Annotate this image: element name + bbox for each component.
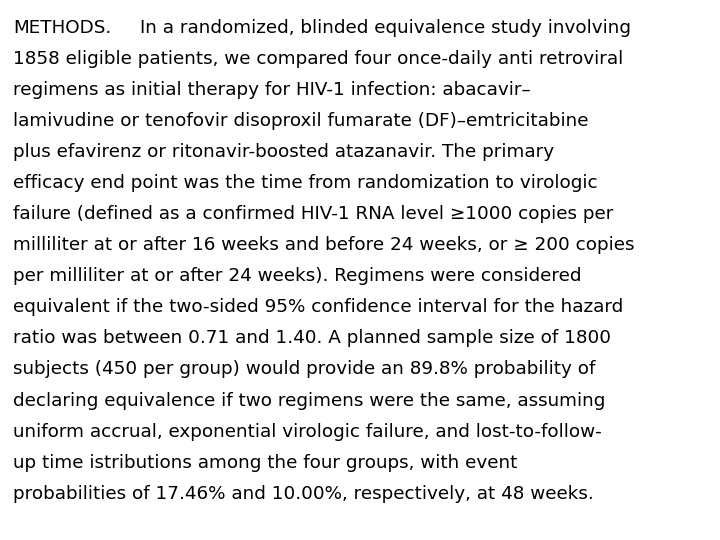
- Text: up time istributions among the four groups, with event: up time istributions among the four grou…: [13, 454, 518, 471]
- Text: 1858 eligible patients, we compared four once-daily anti retroviral: 1858 eligible patients, we compared four…: [13, 50, 624, 68]
- Text: milliliter at or after 16 weeks and before 24 weeks, or ≥ 200 copies: milliliter at or after 16 weeks and befo…: [13, 237, 634, 254]
- Text: efficacy end point was the time from randomization to virologic: efficacy end point was the time from ran…: [13, 174, 598, 192]
- Text: subjects (450 per group) would provide an 89.8% probability of: subjects (450 per group) would provide a…: [13, 361, 595, 379]
- Text: In a randomized, blinded equivalence study involving: In a randomized, blinded equivalence stu…: [140, 19, 631, 37]
- Text: per milliliter at or after 24 weeks). Regimens were considered: per milliliter at or after 24 weeks). Re…: [13, 267, 582, 285]
- Text: ratio was between 0.71 and 1.40. A planned sample size of 1800: ratio was between 0.71 and 1.40. A plann…: [13, 329, 611, 347]
- Text: uniform accrual, exponential virologic failure, and lost-to-follow-: uniform accrual, exponential virologic f…: [13, 423, 602, 441]
- Text: equivalent if the two-sided 95% confidence interval for the hazard: equivalent if the two-sided 95% confiden…: [13, 299, 624, 316]
- Text: declaring equivalence if two regimens were the same, assuming: declaring equivalence if two regimens we…: [13, 392, 606, 409]
- Text: lamivudine or tenofovir disoproxil fumarate (DF)–emtricitabine: lamivudine or tenofovir disoproxil fumar…: [13, 112, 588, 130]
- Text: regimens as initial therapy for HIV-1 infection: abacavir–: regimens as initial therapy for HIV-1 in…: [13, 81, 531, 99]
- Text: probabilities of 17.46% and 10.00%, respectively, at 48 weeks.: probabilities of 17.46% and 10.00%, resp…: [13, 485, 594, 503]
- Text: failure (defined as a confirmed HIV-1 RNA level ≥1000 copies per: failure (defined as a confirmed HIV-1 RN…: [13, 205, 613, 223]
- Text: METHODS.: METHODS.: [13, 19, 111, 37]
- Text: plus efavirenz or ritonavir-boosted atazanavir. The primary: plus efavirenz or ritonavir-boosted ataz…: [13, 143, 554, 161]
